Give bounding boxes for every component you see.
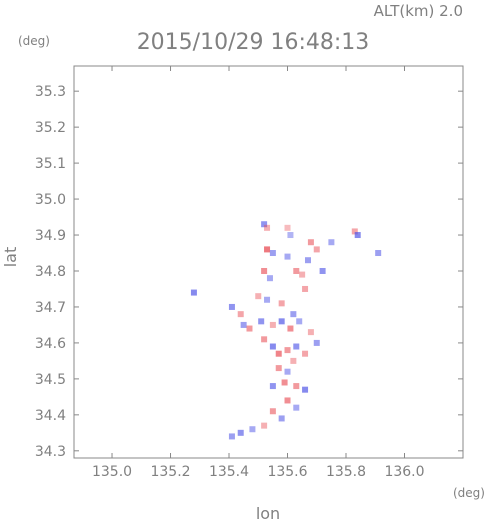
echo-point bbox=[269, 321, 276, 328]
echo-point bbox=[266, 275, 273, 282]
echo-point bbox=[290, 311, 297, 318]
echo-point bbox=[307, 329, 314, 336]
echo-point bbox=[313, 339, 320, 346]
echo-point bbox=[261, 336, 268, 343]
echo-point bbox=[269, 250, 276, 257]
echo-point bbox=[261, 221, 268, 228]
echo-point bbox=[290, 357, 297, 364]
echo-point bbox=[269, 343, 276, 350]
y-tick-label: 35.0 bbox=[35, 192, 66, 208]
echo-point bbox=[264, 224, 271, 231]
echo-point bbox=[307, 239, 314, 246]
echo-point bbox=[255, 293, 262, 300]
x-tick-label: 135.4 bbox=[209, 464, 249, 480]
echo-point bbox=[261, 422, 268, 429]
echo-point bbox=[278, 415, 285, 422]
echo-point bbox=[249, 426, 256, 433]
echo-point bbox=[354, 232, 361, 239]
x-axis: 135.0 135.2 135.4 135.6 135.8 136.0 bbox=[92, 66, 425, 480]
echo-point bbox=[328, 239, 335, 246]
echo-point bbox=[240, 321, 247, 328]
echo-point bbox=[302, 285, 309, 292]
echo-point bbox=[293, 383, 300, 390]
chart-subtitle: ALT(km) 2.0 bbox=[374, 2, 463, 20]
echo-point bbox=[304, 257, 311, 264]
echo-point bbox=[299, 271, 306, 278]
echo-point bbox=[278, 318, 285, 325]
y-tick-label: 34.4 bbox=[35, 408, 66, 424]
echo-point bbox=[228, 303, 235, 310]
plot-frame bbox=[73, 65, 464, 459]
echo-point bbox=[293, 343, 300, 350]
y-tick-label: 35.1 bbox=[35, 156, 66, 172]
y-tick-label: 34.7 bbox=[35, 300, 66, 316]
y-tick-label: 35.2 bbox=[35, 120, 66, 136]
y-axis-label: lat bbox=[1, 247, 20, 268]
echo-point bbox=[264, 246, 271, 253]
x-tick-label: 135.0 bbox=[92, 464, 132, 480]
x-axis-unit: (deg) bbox=[453, 486, 485, 500]
y-tick-label: 34.8 bbox=[35, 264, 66, 280]
chart-title: 2015/10/29 16:48:13 bbox=[137, 30, 370, 55]
echo-point bbox=[284, 253, 291, 260]
echo-point bbox=[237, 429, 244, 436]
y-tick-label: 34.5 bbox=[35, 372, 66, 388]
y-axis: 34.3 34.4 34.5 34.6 34.7 34.8 34.9 35.0 35.1 35.2… bbox=[35, 84, 463, 460]
echo-point bbox=[302, 386, 309, 393]
x-axis-label: lon bbox=[256, 504, 280, 521]
echo-point bbox=[269, 383, 276, 390]
y-axis-unit: (deg) bbox=[18, 34, 50, 48]
echo-point bbox=[284, 368, 291, 375]
x-tick-label: 135.6 bbox=[267, 464, 307, 480]
echo-point bbox=[302, 350, 309, 357]
x-tick-label: 136.0 bbox=[384, 464, 424, 480]
echo-point bbox=[351, 228, 358, 235]
echo-point bbox=[237, 311, 244, 318]
y-tick-label: 34.3 bbox=[35, 444, 66, 460]
echo-point bbox=[190, 289, 197, 296]
x-tick-label: 135.2 bbox=[150, 464, 190, 480]
x-tick-label: 135.8 bbox=[326, 464, 366, 480]
echo-point bbox=[287, 232, 294, 239]
echo-point bbox=[284, 347, 291, 354]
echo-point bbox=[287, 325, 294, 332]
echo-point bbox=[258, 318, 265, 325]
y-tick-label: 34.9 bbox=[35, 228, 66, 244]
echo-point bbox=[278, 300, 285, 307]
y-tick-label: 35.3 bbox=[35, 84, 66, 100]
echo-point bbox=[284, 397, 291, 404]
echo-point bbox=[264, 296, 271, 303]
echo-point bbox=[313, 246, 320, 253]
echo-point bbox=[319, 267, 326, 274]
y-tick-label: 34.6 bbox=[35, 336, 66, 352]
echo-point bbox=[375, 250, 382, 257]
echo-point bbox=[296, 318, 303, 325]
echo-point bbox=[275, 365, 282, 372]
echo-layer bbox=[190, 221, 382, 440]
echo-point bbox=[246, 325, 253, 332]
echo-point bbox=[269, 408, 276, 415]
echo-point bbox=[293, 404, 300, 411]
echo-point bbox=[261, 267, 268, 274]
echo-point bbox=[228, 433, 235, 440]
echo-point bbox=[275, 350, 282, 357]
echo-point bbox=[281, 379, 288, 386]
echo-point bbox=[293, 267, 300, 274]
echo-point bbox=[284, 224, 291, 231]
